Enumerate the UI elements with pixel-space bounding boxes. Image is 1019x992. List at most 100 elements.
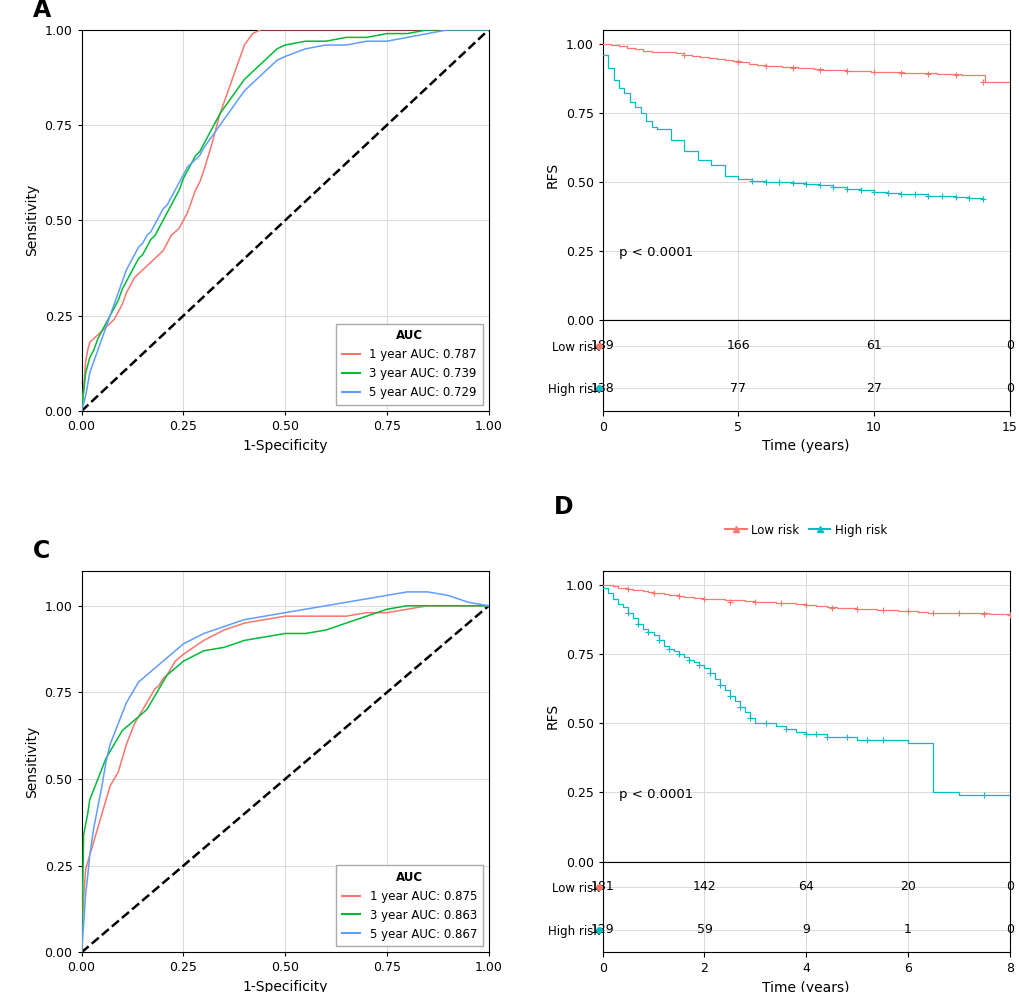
Point bbox=[671, 646, 687, 662]
Point bbox=[919, 187, 935, 203]
X-axis label: Number at risk        Time (years): Number at risk Time (years) bbox=[693, 325, 918, 340]
Point bbox=[865, 184, 881, 199]
Text: D: D bbox=[553, 495, 573, 519]
Point bbox=[590, 380, 606, 396]
Point bbox=[838, 62, 854, 78]
Text: 61: 61 bbox=[865, 339, 881, 352]
Point bbox=[807, 726, 823, 742]
Point bbox=[590, 879, 606, 895]
Point bbox=[671, 588, 687, 604]
Point bbox=[848, 601, 864, 617]
Point bbox=[721, 687, 738, 703]
Y-axis label: RFS: RFS bbox=[545, 703, 559, 729]
Text: 129: 129 bbox=[590, 924, 613, 936]
Point bbox=[590, 922, 606, 937]
Text: 64: 64 bbox=[798, 881, 813, 894]
Text: 1: 1 bbox=[903, 924, 911, 936]
Point bbox=[620, 605, 636, 621]
Text: 138: 138 bbox=[590, 382, 614, 395]
X-axis label: Time (years): Time (years) bbox=[762, 439, 849, 453]
Point bbox=[797, 597, 813, 613]
Point bbox=[893, 64, 909, 80]
Y-axis label: Sensitivity: Sensitivity bbox=[25, 725, 39, 798]
Point bbox=[732, 698, 748, 714]
Text: C: C bbox=[33, 540, 50, 563]
Point bbox=[822, 600, 839, 616]
Point bbox=[770, 174, 787, 189]
Point bbox=[899, 603, 915, 619]
Point bbox=[960, 189, 976, 205]
Text: 0: 0 bbox=[1005, 924, 1013, 936]
Text: p < 0.0001: p < 0.0001 bbox=[619, 788, 693, 801]
Point bbox=[797, 726, 813, 742]
Point bbox=[919, 66, 935, 82]
X-axis label: 1-Specificity: 1-Specificity bbox=[243, 980, 327, 992]
X-axis label: 1-Specificity: 1-Specificity bbox=[243, 438, 327, 452]
Point bbox=[701, 666, 717, 682]
Point bbox=[1001, 607, 1017, 623]
Point bbox=[906, 186, 922, 202]
Point bbox=[721, 593, 738, 609]
Point bbox=[817, 729, 834, 745]
Point bbox=[620, 581, 636, 597]
Point bbox=[852, 183, 868, 198]
Text: 77: 77 bbox=[730, 382, 746, 395]
Point bbox=[824, 180, 841, 195]
Text: 142: 142 bbox=[692, 881, 715, 894]
Text: 0: 0 bbox=[1005, 382, 1013, 395]
Text: 0: 0 bbox=[1005, 881, 1013, 894]
Point bbox=[873, 602, 890, 618]
Point bbox=[797, 176, 813, 191]
Point bbox=[757, 174, 773, 189]
Point bbox=[973, 74, 989, 90]
Legend: 1 year AUC: 0.875, 3 year AUC: 0.863, 5 year AUC: 0.867: 1 year AUC: 0.875, 3 year AUC: 0.863, 5 … bbox=[336, 865, 482, 946]
Point bbox=[893, 186, 909, 201]
Text: 20: 20 bbox=[899, 881, 915, 894]
Point bbox=[811, 178, 827, 193]
Point bbox=[924, 605, 941, 621]
Point bbox=[747, 593, 763, 609]
Point bbox=[947, 189, 963, 205]
Point bbox=[950, 605, 966, 621]
Text: 9: 9 bbox=[802, 924, 809, 936]
Point bbox=[865, 63, 881, 79]
Point bbox=[691, 658, 707, 674]
Point bbox=[676, 47, 692, 62]
Point bbox=[640, 624, 656, 640]
Point bbox=[932, 188, 949, 204]
X-axis label: Time (years): Time (years) bbox=[762, 981, 849, 992]
Legend: Low risk, High risk: Low risk, High risk bbox=[720, 519, 891, 542]
Point bbox=[776, 721, 793, 737]
Text: 59: 59 bbox=[696, 924, 711, 936]
Text: p < 0.0001: p < 0.0001 bbox=[619, 246, 693, 259]
Text: 27: 27 bbox=[865, 382, 881, 395]
Point bbox=[784, 175, 800, 190]
Text: 181: 181 bbox=[590, 881, 614, 894]
Point bbox=[650, 632, 666, 648]
Point bbox=[681, 652, 697, 668]
Point bbox=[757, 58, 773, 73]
Text: A: A bbox=[33, 0, 51, 22]
Point bbox=[873, 732, 890, 748]
Y-axis label: RFS: RFS bbox=[545, 162, 559, 188]
Text: 166: 166 bbox=[726, 339, 749, 352]
Point bbox=[947, 66, 963, 82]
Point bbox=[811, 62, 827, 78]
Point bbox=[784, 60, 800, 75]
Point bbox=[590, 337, 606, 353]
Point bbox=[973, 190, 989, 206]
Point bbox=[975, 788, 991, 804]
Point bbox=[742, 709, 758, 725]
Y-axis label: Sensitivity: Sensitivity bbox=[25, 185, 39, 257]
Point bbox=[743, 173, 759, 188]
X-axis label: Number at risk        Time (years): Number at risk Time (years) bbox=[693, 867, 918, 881]
Text: 0: 0 bbox=[1005, 339, 1013, 352]
Point bbox=[838, 181, 854, 196]
Point bbox=[696, 591, 712, 607]
Point bbox=[711, 677, 728, 692]
Point bbox=[645, 584, 661, 600]
Point bbox=[858, 732, 874, 748]
Point bbox=[660, 641, 677, 657]
Point bbox=[630, 616, 646, 632]
Point bbox=[730, 55, 746, 70]
